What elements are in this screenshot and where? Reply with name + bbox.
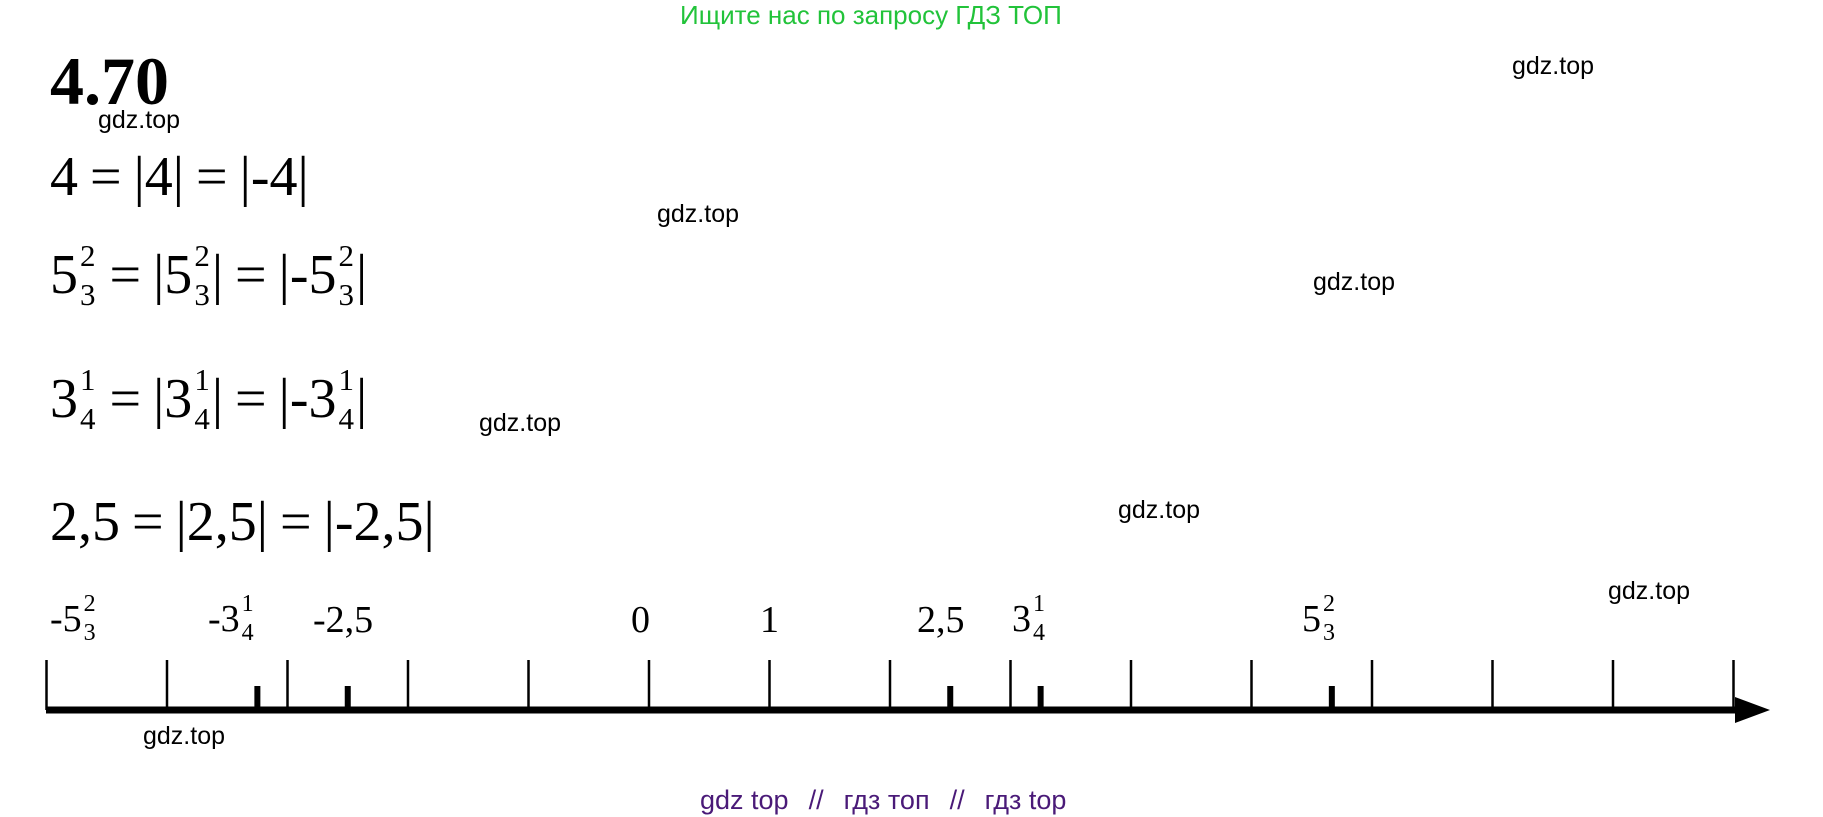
- axis-label-pos-2-5: 2,5: [917, 599, 965, 641]
- eq2-equals-2: =: [235, 244, 267, 306]
- number-line-ticks: [45, 660, 1735, 710]
- label-whole: -5: [50, 597, 82, 640]
- watermark: gdz.top: [143, 722, 226, 750]
- fraction-numerator: 2: [1323, 591, 1335, 617]
- axis-label-neg-2-5: -2,5: [313, 599, 374, 641]
- eq3-abs-close: |: [211, 368, 224, 430]
- watermark: gdz.top: [657, 200, 740, 228]
- watermark: gdz.top: [1313, 268, 1396, 296]
- fraction-numerator: 1: [241, 591, 254, 617]
- footer-separator: //: [949, 785, 965, 815]
- eq1-abs-neg: |-4|: [239, 146, 309, 208]
- footer-part-1: gdz top: [700, 785, 789, 815]
- problem-number: 4.70: [50, 43, 169, 119]
- eq4-equals-1: =: [132, 491, 164, 553]
- footer-part-2: гдз топ: [843, 785, 930, 815]
- eq2-abs-close: |: [211, 244, 224, 306]
- eq2-whole: 5: [50, 244, 78, 306]
- footer-part-3: гдз top: [984, 785, 1067, 815]
- eq3-neg-open: |-3: [278, 368, 337, 430]
- axis-label-one: 1: [760, 599, 779, 641]
- watermark: gdz.top: [1608, 577, 1691, 605]
- eq2-equals-1: =: [109, 244, 142, 306]
- fraction-numerator: 2: [83, 591, 96, 617]
- axis-label-zero: 0: [631, 599, 650, 641]
- eq1-abs: |4|: [133, 146, 185, 208]
- fraction-numerator: 1: [338, 362, 354, 397]
- fraction-numerator: 1: [1033, 591, 1045, 617]
- banner-text: Ищите нас по запросу ГДЗ ТОП: [680, 0, 1062, 30]
- eq2-neg-open: |-5: [278, 244, 337, 306]
- label-whole: 5: [1302, 597, 1321, 640]
- fraction-numerator: 1: [80, 362, 96, 397]
- fraction-denominator: 3: [83, 620, 96, 646]
- eq3-equals-2: =: [235, 368, 267, 430]
- equation-4: 2,5 = |2,5| = |-2,5|: [50, 490, 435, 554]
- eq4-abs-neg: |-2,5|: [323, 491, 435, 553]
- number-line-arrowhead: [1735, 697, 1770, 723]
- fraction-denominator: 4: [338, 401, 354, 436]
- eq2-neg-close: |: [355, 244, 368, 306]
- watermark: gdz.top: [98, 106, 181, 134]
- eq3-whole: 3: [50, 368, 78, 430]
- fraction-denominator: 3: [194, 277, 210, 312]
- fraction-denominator: 3: [338, 277, 354, 312]
- watermark: gdz.top: [1118, 496, 1201, 524]
- eq1-equals-1: =: [90, 146, 122, 208]
- watermark: gdz.top: [1512, 52, 1595, 80]
- eq3-equals-1: =: [109, 368, 142, 430]
- label-whole: 3: [1012, 597, 1031, 640]
- equation-1: 4 = |4| = |-4|: [50, 145, 309, 209]
- eq4-abs: |2,5|: [175, 491, 269, 553]
- fraction-denominator: 3: [1323, 620, 1335, 646]
- eq4-left: 2,5: [50, 491, 120, 553]
- fraction-denominator: 4: [1033, 620, 1045, 646]
- fraction-denominator: 4: [241, 620, 254, 646]
- fraction-denominator: 3: [80, 277, 96, 312]
- eq1-left: 4: [50, 146, 78, 208]
- fraction-denominator: 4: [80, 401, 96, 436]
- fraction-numerator: 1: [194, 362, 210, 397]
- eq4-equals-2: =: [280, 491, 312, 553]
- fraction-denominator: 4: [194, 401, 210, 436]
- eq3-neg-close: |: [355, 368, 368, 430]
- eq3-abs-open: |3: [153, 368, 193, 430]
- fraction-numerator: 2: [80, 238, 96, 273]
- eq2-abs-open: |5: [153, 244, 193, 306]
- fraction-numerator: 2: [338, 238, 354, 273]
- watermark: gdz.top: [479, 409, 562, 437]
- footer-separator: //: [808, 785, 824, 815]
- footer-text: gdz top // гдз топ // гдз top: [700, 785, 1066, 816]
- eq1-equals-2: =: [196, 146, 228, 208]
- fraction-numerator: 2: [194, 238, 210, 273]
- label-whole: -3: [208, 597, 240, 640]
